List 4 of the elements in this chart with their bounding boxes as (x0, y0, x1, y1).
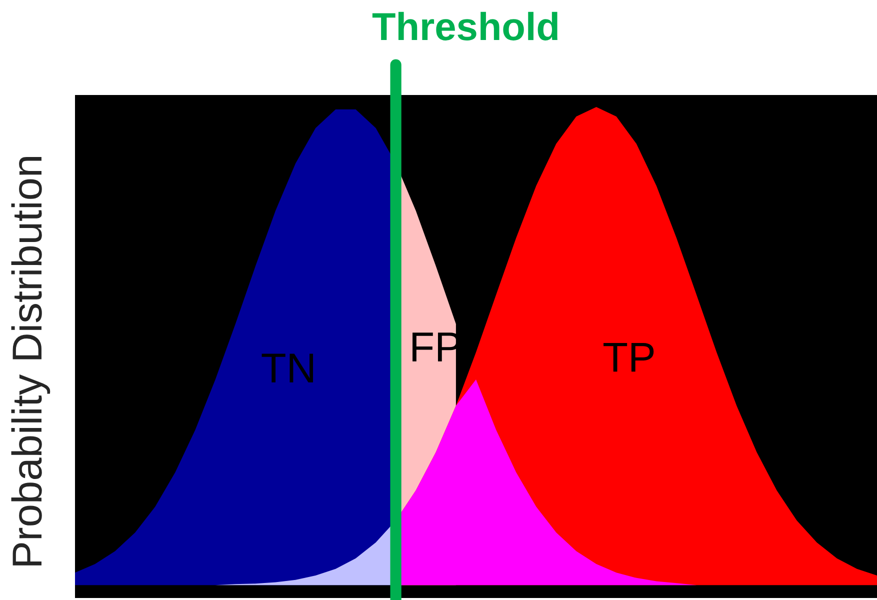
series-label: TP (604, 342, 654, 372)
y-axis-title: Probability Distribution (11, 157, 50, 566)
text: Threshold (372, 12, 558, 40)
series-label: TN (262, 354, 314, 382)
